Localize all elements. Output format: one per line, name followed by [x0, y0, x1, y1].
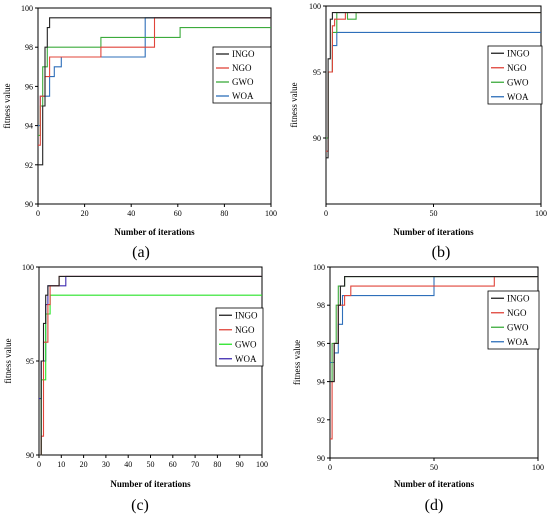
y-tick-label: 100 [21, 4, 33, 13]
y-tick-label: 95 [26, 357, 34, 366]
legend-label-gwo: GWO [232, 77, 254, 87]
x-tick-label: 0 [328, 463, 332, 472]
legend-label-ngo: NGO [232, 63, 252, 73]
chart-panel-2: 0 50 100 90 95 100 INGO NGO GWO WOA Number of iter… [289, 2, 547, 261]
x-tick-label: 90 [236, 460, 244, 469]
plot-frame [37, 7, 272, 205]
x-axis-label: Number of iterations [393, 227, 474, 237]
y-tick-label: 94 [317, 378, 325, 387]
y-axis-label: fitness value [292, 340, 302, 385]
y-tick-label: 92 [25, 161, 33, 170]
legend-label-woa: WOA [507, 92, 529, 102]
y-tick-label: 100 [22, 263, 34, 272]
chart-panel-3: 0 10 20 30 40 50 60 70 80 90 100 90 95 100 INGO NGO GWO W… [3, 263, 268, 514]
y-tick-label: 94 [25, 122, 33, 131]
legend-label-ingo: INGO [235, 310, 258, 320]
series-line-ngo [38, 17, 271, 146]
series-line-ingo [330, 276, 538, 383]
y-axis-label: fitness value [2, 83, 12, 128]
legend-label-woa: WOA [507, 337, 529, 347]
y-axis-label: fitness value [3, 338, 13, 383]
legend-box [212, 46, 272, 104]
legend-label-ingo: INGO [232, 49, 255, 59]
x-tick-label: 50 [147, 460, 155, 469]
y-axis-label: fitness value [289, 82, 299, 127]
panel-caption: (d) [425, 497, 444, 514]
y-tick-label: 96 [317, 339, 325, 348]
legend-label-ngo: NGO [507, 63, 527, 73]
y-tick-label: 92 [317, 416, 325, 425]
x-tick-label: 80 [213, 460, 221, 469]
series-line-ingo [326, 12, 541, 159]
x-tick-label: 60 [174, 209, 182, 218]
x-tick-label: 100 [256, 460, 268, 469]
x-tick-label: 100 [532, 463, 544, 472]
x-tick-label: 40 [124, 460, 132, 469]
x-tick-label: 0 [36, 209, 40, 218]
y-tick-label: 96 [25, 82, 33, 91]
x-tick-label: 50 [430, 209, 438, 218]
panel-caption: (c) [131, 497, 149, 514]
series-line-ingo [39, 275, 262, 456]
x-axis-label: Number of iterations [110, 479, 191, 489]
legend-box [487, 290, 540, 350]
x-tick-label: 50 [430, 463, 438, 472]
legend-box [487, 45, 543, 105]
x-tick-label: 40 [127, 209, 135, 218]
legend: INGO NGO GWO WOA [487, 45, 543, 105]
x-tick-label: 70 [191, 460, 199, 469]
legend-label-woa: WOA [232, 91, 254, 101]
x-axis-label: Number of iterations [114, 227, 195, 237]
legend-label-ngo: NGO [507, 308, 527, 318]
panel-caption: (a) [132, 244, 150, 261]
legend-label-gwo: GWO [507, 77, 529, 87]
y-tick-label: 100 [309, 2, 321, 11]
x-tick-label: 0 [37, 460, 41, 469]
x-tick-label: 20 [80, 460, 88, 469]
y-tick-label: 98 [317, 301, 325, 310]
chart-panel-4: 0 50 100 90 92 94 96 98 100 INGO NGO GWO WOA Number o… [292, 263, 544, 514]
x-tick-label: 20 [81, 209, 89, 218]
y-tick-label: 90 [317, 454, 325, 463]
legend-label-ngo: NGO [235, 325, 255, 335]
x-tick-label: 100 [535, 209, 547, 218]
plot-frame [325, 5, 542, 205]
y-tick-label: 98 [25, 43, 33, 52]
y-tick-label: 90 [313, 134, 321, 143]
x-tick-label: 100 [265, 209, 277, 218]
legend-label-ingo: INGO [507, 48, 530, 58]
y-tick-label: 100 [313, 263, 325, 272]
legend: INGO NGO GWO WOA [487, 290, 540, 350]
chart-panel-1: 0 20 40 60 80 100 90 92 94 96 98 100 INGO NGO GWO WOA Nu… [2, 4, 277, 261]
series-line-ingo [38, 17, 271, 166]
x-axis-label: Number of iterations [394, 479, 475, 489]
x-tick-label: 30 [102, 460, 110, 469]
y-tick-label: 90 [25, 200, 33, 209]
x-tick-label: 80 [220, 209, 228, 218]
x-tick-label: 10 [57, 460, 65, 469]
x-tick-label: 60 [169, 460, 177, 469]
legend: INGO NGO GWO WOA [212, 46, 272, 104]
legend: INGO NGO GWO WOA [215, 307, 264, 367]
legend-label-woa: WOA [235, 354, 257, 364]
panel-caption: (b) [432, 244, 451, 261]
y-tick-label: 95 [313, 68, 321, 77]
legend-label-ingo: INGO [507, 293, 530, 303]
legend-label-gwo: GWO [507, 322, 529, 332]
legend-box [215, 307, 264, 367]
legend-label-gwo: GWO [235, 339, 257, 349]
y-tick-label: 90 [26, 451, 34, 460]
x-tick-label: 0 [324, 209, 328, 218]
